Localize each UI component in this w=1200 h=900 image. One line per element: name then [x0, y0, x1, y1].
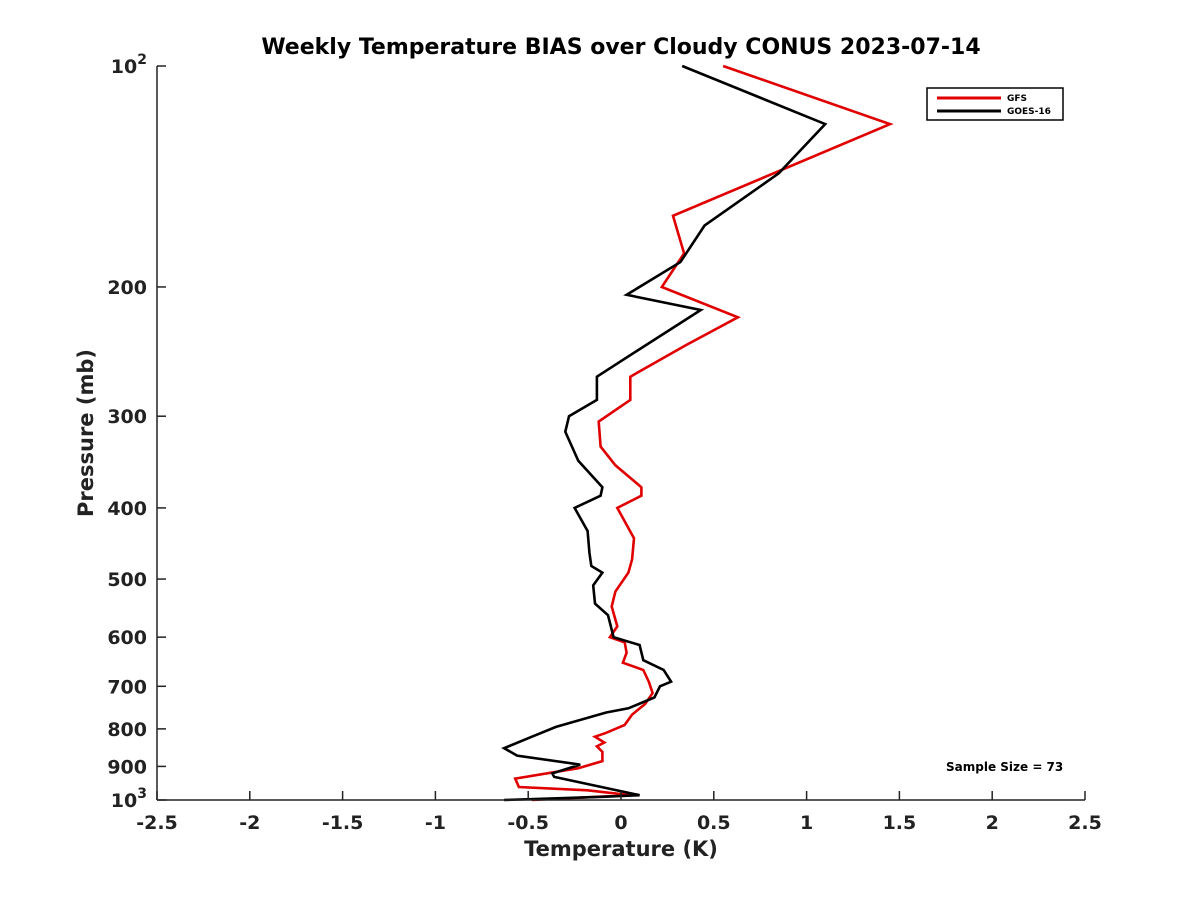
legend-label-goes16: GOES-16 [1007, 107, 1051, 117]
axes-layer [156, 66, 1085, 801]
x-tick-label: 0 [614, 812, 627, 834]
legend-box [926, 87, 1064, 121]
y-tick-label: 600 [107, 627, 147, 649]
legend: GFS GOES-16 [926, 87, 1064, 121]
x-tick-label: 2 [986, 812, 999, 834]
series-layer [501, 64, 894, 802]
series-line-gfs [513, 64, 894, 802]
x-tick-label: -2.5 [136, 812, 178, 834]
x-tick-label: 0.5 [697, 812, 731, 834]
y-tick-label: 400 [107, 498, 147, 520]
series-line-goes16 [501, 64, 828, 802]
x-tick-label: 1.5 [883, 812, 917, 834]
y-tick-label: 700 [107, 676, 147, 698]
y-tick-label: 500 [107, 569, 147, 591]
x-axis-ticks: -2.5 -2 -1.5 -1 -0.5 0 0.5 1 1.5 2 2.5 [136, 791, 1102, 834]
x-axis-label: Temperature (K) [524, 837, 718, 861]
y-axis-label: Pressure (mb) [74, 349, 98, 517]
x-tick-label: -1.5 [322, 812, 364, 834]
sample-size-annotation: Sample Size = 73 [946, 760, 1063, 774]
x-tick-label: 2.5 [1068, 812, 1102, 834]
y-tick-label: 103 [111, 786, 147, 812]
y-tick-label: 800 [107, 719, 147, 741]
y-tick-label: 200 [107, 277, 147, 299]
y-tick-label: 900 [107, 756, 147, 778]
legend-label-gfs: GFS [1007, 94, 1027, 104]
x-tick-label: -1 [425, 812, 446, 834]
x-tick-label: -2 [239, 812, 260, 834]
y-tick-label: 102 [111, 52, 147, 78]
y-axis-ticks: 102 200 300 400 500 600 700 800 900 103 [107, 52, 166, 812]
x-tick-label: -0.5 [507, 812, 549, 834]
y-tick-label: 300 [107, 406, 147, 428]
x-tick-label: 1 [800, 812, 813, 834]
chart-title: Weekly Temperature BIAS over Cloudy CONU… [261, 35, 980, 60]
